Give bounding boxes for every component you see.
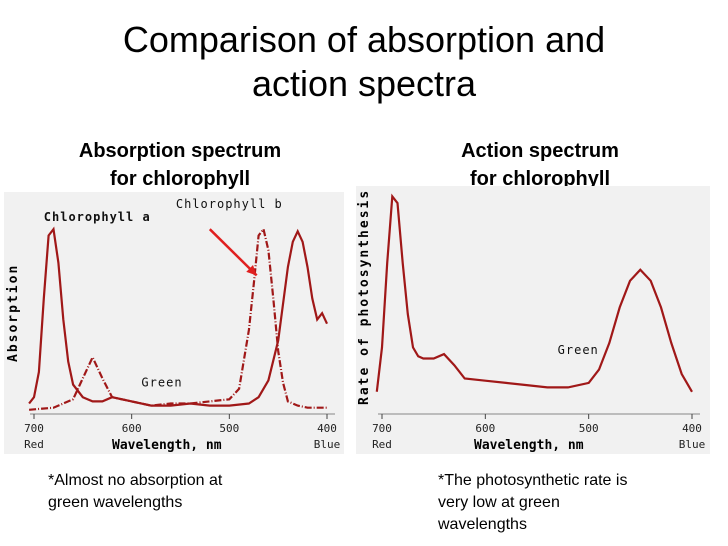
action-tick-sublabel: Red xyxy=(372,438,392,451)
absorption-note: *Almost no absorption at green wavelengt… xyxy=(48,470,222,514)
action-x-axis-label: Wavelength, nm xyxy=(474,438,584,453)
absorption-chart: 700 Red 600 500 400 Blue Chlorophyll a Chloroph… xyxy=(24,197,341,451)
action-tick-sublabel: Blue xyxy=(679,438,706,451)
absorption-series-1-line xyxy=(28,226,328,407)
action-tick-label: 500 xyxy=(579,422,599,435)
absorption-annotation-arrow xyxy=(208,228,258,277)
title-line-1: Comparison of absorption and xyxy=(122,19,606,60)
right-heading-line-2: for chlorophyll xyxy=(470,168,610,190)
action-series-1-line xyxy=(375,193,693,393)
left-chart-heading: Absorption spectrum for chlorophyll xyxy=(40,137,320,193)
action-chart-panel xyxy=(356,186,710,454)
title-line-2: action spectra xyxy=(251,63,477,104)
action-note-line-2: very low at green xyxy=(438,494,560,511)
absorption-chart-panel xyxy=(4,192,344,454)
action-tick-label: 600 xyxy=(475,422,495,435)
absorption-x-axis-label: Wavelength, nm xyxy=(112,438,222,453)
left-heading-line-1: Absorption spectrum xyxy=(78,140,282,162)
action-annotation: Green xyxy=(558,343,599,357)
page-title: Comparison of absorption and action spec… xyxy=(0,18,728,106)
action-chart: 700 Red 600 500 400 Blue Green xyxy=(372,193,706,451)
absorption-note-line-1: *Almost no absorption at xyxy=(48,472,223,489)
right-heading-line-1: Action spectrum xyxy=(461,140,619,162)
absorption-annotation: Green xyxy=(141,376,182,390)
absorption-tick-label: 500 xyxy=(219,422,239,435)
left-heading-line-2: for chlorophyll xyxy=(110,168,250,190)
action-tick-label: 400 xyxy=(682,422,702,435)
absorption-tick-label: 600 xyxy=(122,422,142,435)
absorption-series-2-line xyxy=(29,226,327,411)
absorption-annotation: Chlorophyll a xyxy=(44,210,151,224)
absorption-tick-sublabel: Red xyxy=(24,438,44,451)
absorption-annotation-arrowhead xyxy=(246,265,257,276)
action-note-line-1: *The photosynthetic rate is xyxy=(438,472,628,489)
action-note: *The photosynthetic rate is very low at … xyxy=(438,470,627,536)
right-chart-heading: Action spectrum for chlorophyll xyxy=(400,137,680,193)
absorption-tick-label: 400 xyxy=(317,422,337,435)
absorption-tick-label: 700 xyxy=(24,422,44,435)
absorption-annotation: Chlorophyll b xyxy=(176,197,283,211)
absorption-note-line-2: green wavelengths xyxy=(48,494,183,511)
action-note-line-3: wavelengths xyxy=(438,516,527,533)
absorption-tick-sublabel: Blue xyxy=(314,438,341,451)
action-tick-label: 700 xyxy=(372,422,392,435)
